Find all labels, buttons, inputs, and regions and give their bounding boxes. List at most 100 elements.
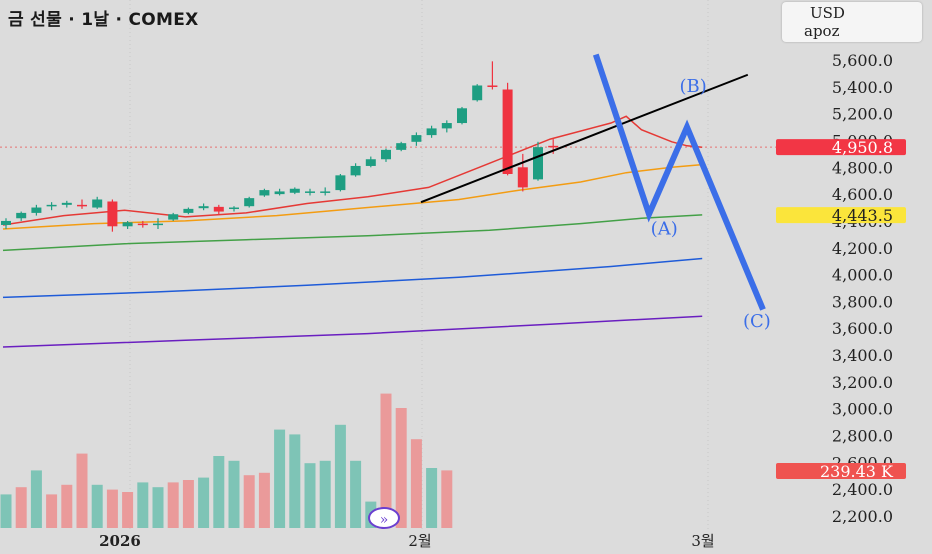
moving-averages — [2, 115, 703, 348]
volume-bar — [106, 489, 118, 528]
price-tick-label: 2,400.0 — [832, 480, 893, 499]
price-tick-label: 5,200.0 — [832, 105, 893, 124]
volume-bar — [395, 408, 407, 528]
volume-bar — [289, 434, 301, 528]
volume-bar — [274, 429, 286, 528]
candle-body — [289, 188, 300, 193]
candle-body — [107, 201, 118, 227]
price-tick-label: 2,200.0 — [832, 507, 893, 526]
time-tick-label: 2월 — [408, 532, 431, 550]
volume-bar — [426, 468, 438, 528]
candle-body — [229, 207, 239, 210]
price-tick-label: 4,600.0 — [832, 185, 893, 204]
time-tick-label: 3월 — [691, 532, 714, 550]
candle-body — [183, 208, 194, 213]
volume-bar — [137, 482, 149, 528]
candle-body — [92, 199, 103, 208]
candle-body — [198, 206, 209, 209]
wave-label: (A) — [651, 218, 678, 239]
volume-bar — [350, 460, 362, 528]
candle-body — [46, 204, 57, 207]
volume-bar — [334, 424, 346, 528]
currency-badge[interactable]: USD apoz — [782, 2, 922, 42]
candle-body — [16, 212, 27, 219]
moving-average-line — [2, 214, 703, 252]
volume-bar — [198, 477, 210, 528]
candle-body — [137, 223, 148, 226]
price-tick-label: 4,200.0 — [832, 239, 893, 258]
price-labels: 4,950.8 4,443.5 239.43 K — [776, 138, 906, 481]
event-marker[interactable]: » — [368, 507, 400, 529]
volume-bar — [76, 453, 88, 528]
candle-body — [1, 220, 11, 225]
time-tick-label: 2026 — [99, 532, 141, 550]
moving-average-line — [2, 115, 703, 226]
volume-bar — [91, 484, 103, 528]
double-arrow-icon: » — [380, 512, 389, 528]
price-tick-label: 3,200.0 — [832, 373, 893, 392]
price-tick-label: 4,000.0 — [832, 266, 893, 285]
volume-bar — [228, 460, 240, 528]
candle-body — [411, 135, 422, 142]
candle-body — [122, 222, 133, 227]
volume-bar — [30, 470, 42, 528]
candle-body — [31, 207, 42, 213]
event-marker-bg — [368, 507, 400, 529]
volume-bar — [15, 487, 27, 528]
wave-label: (B) — [679, 76, 706, 97]
price-tick-label: 4,800.0 — [832, 158, 893, 177]
price-axis[interactable]: 5,600.05,400.05,200.05,000.04,800.04,600… — [832, 51, 893, 526]
price-tick-label: 3,000.0 — [832, 400, 893, 419]
volume-bar — [213, 456, 225, 528]
price-tick-label: 3,400.0 — [832, 346, 893, 365]
volume-bar — [152, 487, 164, 528]
last-price-label-bg — [776, 139, 906, 156]
volume-bar — [61, 484, 73, 528]
price-tick-label: 3,600.0 — [832, 319, 893, 338]
volume-bar — [304, 463, 316, 528]
volume-bar — [410, 439, 422, 528]
candle-body — [487, 85, 498, 87]
drawings[interactable]: (A) (B) (C) — [420, 53, 771, 332]
ma-price-label: 4,443.5 — [832, 206, 893, 225]
candle-body — [533, 147, 543, 180]
candle-body — [77, 204, 87, 207]
candlesticks — [1, 61, 559, 232]
candle-body — [153, 223, 163, 226]
candle-body — [61, 202, 72, 205]
volume-bar — [380, 393, 392, 528]
candle-body — [502, 89, 513, 174]
elliott-wave-path — [592, 53, 766, 311]
volume-bar — [122, 492, 134, 528]
moving-average-line — [2, 315, 703, 348]
moving-average-line — [2, 163, 703, 230]
candle-body — [472, 85, 483, 101]
volume-bar — [0, 494, 12, 528]
candle-body — [168, 214, 179, 220]
chart-title: 금 선물 · 1날 · COMEX — [8, 10, 199, 30]
time-axis[interactable]: 2026 2월 3월 — [99, 532, 715, 550]
candle-body — [517, 167, 528, 188]
volume-bar — [258, 472, 270, 528]
volume-bar — [319, 460, 331, 528]
wave-label: (C) — [743, 311, 771, 332]
candle-body — [259, 190, 270, 196]
candle-body — [548, 145, 559, 148]
candle-body — [426, 128, 437, 136]
price-tick-label: 5,400.0 — [832, 78, 893, 97]
price-tick-label: 5,600.0 — [832, 51, 893, 70]
moving-average-line — [2, 257, 703, 299]
candle-body — [396, 143, 407, 150]
price-tick-label: 3,800.0 — [832, 292, 893, 311]
ma-price-label-bg — [776, 207, 906, 224]
candle-body — [441, 123, 452, 129]
volume-bar — [182, 480, 194, 528]
author-label: apoz — [804, 22, 840, 40]
last-price-label: 4,950.8 — [832, 138, 893, 157]
volume-bar — [46, 494, 58, 528]
candle-body — [320, 191, 331, 193]
candle-body — [350, 165, 361, 176]
volume-bar — [167, 482, 179, 528]
